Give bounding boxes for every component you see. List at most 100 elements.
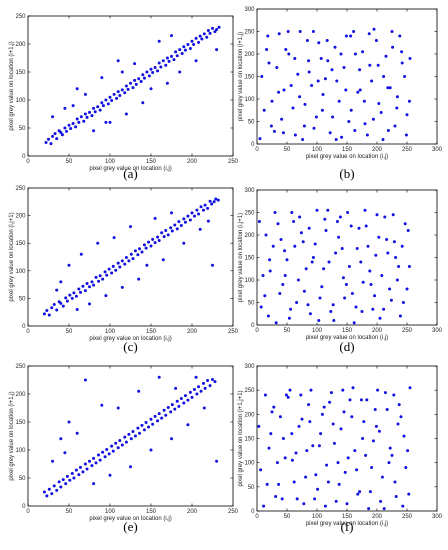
data-point xyxy=(123,435,127,439)
data-point xyxy=(294,451,298,455)
data-point xyxy=(323,504,327,508)
x-tick-label: 250 xyxy=(402,328,413,334)
data-point xyxy=(147,74,151,78)
data-point xyxy=(120,259,124,263)
data-point xyxy=(407,99,411,103)
data-point xyxy=(111,264,115,268)
data-point xyxy=(190,211,194,215)
data-point xyxy=(92,129,96,133)
data-point xyxy=(65,299,69,303)
data-point xyxy=(106,102,110,106)
x-tick-label: 250 xyxy=(228,509,239,515)
data-point xyxy=(370,466,374,469)
data-point xyxy=(406,449,410,453)
data-point xyxy=(190,39,194,43)
data-point xyxy=(344,34,348,38)
data-point xyxy=(78,290,82,294)
y-tick-label: 0 xyxy=(22,324,26,330)
data-point xyxy=(274,495,278,498)
data-point xyxy=(291,106,295,110)
data-point xyxy=(293,133,297,137)
data-point xyxy=(208,199,212,203)
data-point xyxy=(90,280,94,284)
data-point xyxy=(137,277,141,281)
data-point xyxy=(381,138,385,141)
data-point xyxy=(153,216,157,220)
data-point xyxy=(68,478,72,482)
data-point xyxy=(299,231,303,235)
data-point xyxy=(70,472,74,476)
data-point xyxy=(166,233,170,237)
data-point xyxy=(142,428,146,432)
data-point xyxy=(110,444,114,448)
data-point xyxy=(317,319,321,322)
data-point xyxy=(274,321,278,325)
data-point xyxy=(98,108,102,112)
data-point xyxy=(257,220,261,223)
data-point xyxy=(92,456,96,460)
data-point xyxy=(331,303,335,307)
data-point xyxy=(149,448,153,452)
data-point xyxy=(88,110,91,114)
x-tick-label: 0 xyxy=(255,147,259,153)
data-point xyxy=(281,437,285,440)
panel-f: 0 50 100 150 200 250 300 0 50 100 150 200 250 300 pixe… xyxy=(238,364,443,534)
data-point xyxy=(265,482,269,486)
data-point xyxy=(127,432,131,436)
data-point xyxy=(175,399,179,403)
data-point xyxy=(382,507,386,511)
data-point xyxy=(112,92,116,96)
data-point xyxy=(277,90,281,94)
data-point xyxy=(183,220,187,224)
data-point xyxy=(203,203,207,207)
data-point xyxy=(170,54,173,58)
data-point xyxy=(342,410,346,414)
x-axis-label: pixel grey value on location (i,j) xyxy=(89,166,171,172)
data-point xyxy=(383,391,387,395)
data-point xyxy=(213,380,217,384)
data-point xyxy=(396,422,400,426)
data-point xyxy=(183,48,187,52)
data-point xyxy=(192,43,196,47)
data-point xyxy=(202,32,206,36)
panel-b: 0 50 100 150 200 250 300 0 50 100 150 200 250 300 pixe… xyxy=(238,7,443,181)
data-point xyxy=(93,110,97,114)
data-point xyxy=(286,395,290,399)
data-point xyxy=(169,410,173,414)
y-tick-label: 250 xyxy=(244,30,255,36)
data-point xyxy=(201,208,205,212)
data-point xyxy=(144,246,148,250)
x-axis-label: pixel grey value on location (i,j) xyxy=(89,336,171,342)
data-point xyxy=(206,29,210,33)
data-point xyxy=(389,298,393,302)
data-point xyxy=(311,256,315,259)
data-point xyxy=(68,293,72,297)
data-point xyxy=(405,287,409,291)
data-point xyxy=(42,312,46,316)
data-point xyxy=(116,446,120,450)
data-point xyxy=(341,388,345,392)
data-point xyxy=(118,94,122,98)
y-tick-label: 0 xyxy=(22,504,26,510)
data-point xyxy=(349,34,353,38)
data-point xyxy=(311,30,315,33)
data-point xyxy=(172,58,176,62)
data-point xyxy=(277,32,281,36)
y-axis-label: pixel grey value on location (i,j+1) xyxy=(238,213,244,302)
data-point xyxy=(50,306,54,310)
data-point xyxy=(195,392,199,396)
data-point xyxy=(297,424,301,428)
data-point xyxy=(318,296,322,300)
y-tick-label: 250 xyxy=(244,211,255,217)
data-point xyxy=(323,217,327,221)
data-point xyxy=(103,270,107,274)
data-point xyxy=(262,504,266,508)
data-point xyxy=(81,284,85,288)
data-point xyxy=(157,39,161,43)
data-point xyxy=(382,75,386,78)
data-point xyxy=(331,422,335,426)
data-point xyxy=(380,274,384,277)
x-tick-label: 200 xyxy=(187,159,198,165)
data-point xyxy=(300,417,304,421)
data-point xyxy=(388,446,392,450)
